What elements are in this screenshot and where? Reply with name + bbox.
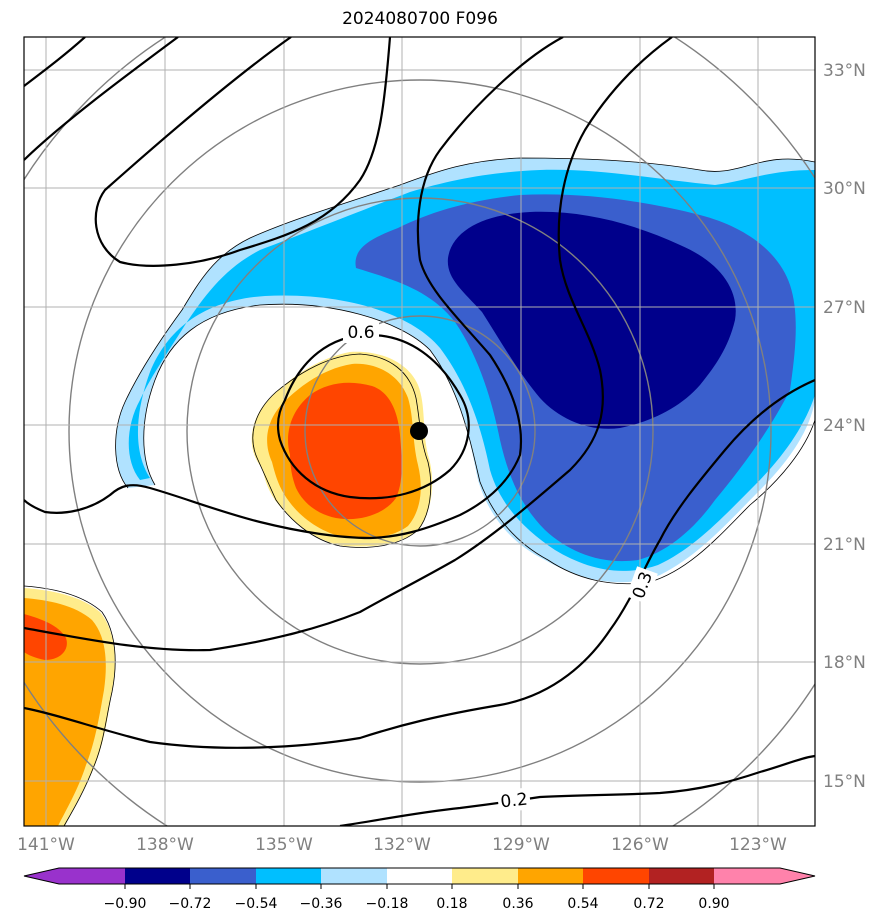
colorbar-segment	[649, 868, 714, 884]
lon-tick-labels: 141°W 138°W 135°W 132°W 129°W 126°W 123°…	[17, 835, 787, 855]
lon-label: 123°W	[729, 835, 787, 855]
lon-label: 138°W	[136, 835, 194, 855]
colorbar-tick-label: −0.90	[104, 896, 147, 912]
lat-label: 27°N	[823, 298, 866, 318]
lon-label: 126°W	[611, 835, 669, 855]
contour-upper-left-2	[24, 37, 179, 161]
negative-anomaly-shading	[115, 158, 815, 583]
contour-east	[24, 37, 673, 652]
map-plot-area: 0.6 0.3 0.2	[24, 37, 815, 826]
colorbar-extend-low	[24, 868, 59, 884]
colorbar-segment	[714, 868, 780, 884]
lat-label: 24°N	[823, 416, 866, 436]
colorbar-tick-label: 0.36	[502, 896, 533, 912]
colorbar-segment	[387, 868, 452, 884]
colorbar-tick-label: −0.72	[169, 896, 212, 912]
shading-outlines	[24, 157, 815, 826]
black-contours	[24, 37, 815, 826]
colorbar-segment	[256, 868, 321, 884]
colorbar-tick-label: −0.54	[235, 896, 278, 912]
contour-0-2	[339, 754, 815, 826]
gridlines	[24, 37, 815, 826]
contour-upper-left-1	[24, 37, 86, 87]
colorbar: −0.90 −0.72 −0.54 −0.36 −0.18 0.18 0.36 …	[23, 867, 816, 912]
contour-label-0-6: 0.6	[347, 323, 374, 343]
colorbar-segment	[321, 868, 387, 884]
contour-trough	[24, 37, 564, 540]
dark-blue-core	[447, 211, 736, 429]
contour-label-0-2: 0.2	[500, 790, 529, 813]
contour-0-3	[24, 378, 815, 749]
positive-anomaly-shading	[24, 351, 433, 826]
lon-label: 135°W	[255, 835, 313, 855]
colorbar-tick-label: 0.90	[698, 896, 729, 912]
range-ring-3	[68, 79, 772, 783]
colorbar-segment	[125, 868, 190, 884]
lat-label: 18°N	[823, 653, 866, 673]
contour-ridge	[94, 37, 392, 267]
lat-label: 15°N	[823, 772, 866, 792]
colorbar-segment	[518, 868, 583, 884]
colorbar-tick-label: −0.36	[300, 896, 343, 912]
colorbar-extend-high	[780, 868, 815, 884]
colorbar-tick-label: 0.72	[633, 896, 664, 912]
colorbar-segment	[190, 868, 256, 884]
colorbar-segment	[452, 868, 518, 884]
range-ring-1	[304, 315, 536, 547]
colorbar-segment	[59, 868, 125, 884]
lat-tick-labels: 33°N 30°N 27°N 24°N 21°N 18°N 15°N	[823, 61, 866, 792]
lat-label: 30°N	[823, 179, 866, 199]
left-red-core	[24, 614, 67, 660]
colorbar-tick-label: 0.54	[567, 896, 598, 912]
lat-label: 33°N	[823, 61, 866, 81]
lon-label: 132°W	[373, 835, 431, 855]
map-title: 2024080700 F096	[342, 9, 498, 29]
colorbar-segment	[583, 868, 649, 884]
lon-label: 141°W	[17, 835, 75, 855]
colorbar-outline	[23, 867, 816, 885]
colorbar-tick-label: 0.18	[436, 896, 467, 912]
label-bg-0-6	[343, 321, 379, 343]
lon-label: 129°W	[492, 835, 550, 855]
storm-center-marker	[410, 422, 428, 440]
orange-red-core	[288, 382, 402, 520]
map-frame	[23, 36, 816, 827]
lat-label: 21°N	[823, 535, 866, 555]
colorbar-tick-label: −0.18	[366, 896, 409, 912]
